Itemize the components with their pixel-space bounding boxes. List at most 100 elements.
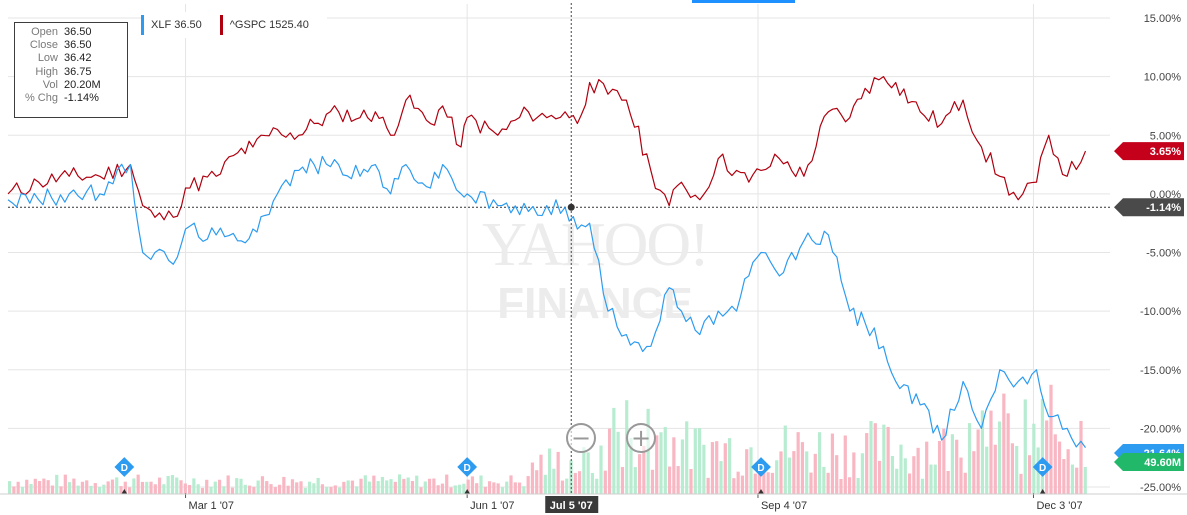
ohlc-row: Low 36.42 [15,52,127,65]
volume-bar [959,457,963,494]
volume-bar [427,478,432,494]
volume-bar [822,466,826,494]
volume-bar [925,441,929,494]
volume-bar [599,445,603,494]
volume-bar [475,483,479,494]
volume-bar [757,474,762,494]
ohlc-label: High [35,65,58,78]
volume-bar [85,480,89,494]
legend-item[interactable]: ^GSPC 1525.40 [219,15,309,35]
dividend-marker [1032,457,1053,477]
volume-bar [813,453,817,494]
volume-bar [1057,441,1062,494]
volume-bar [299,481,303,494]
volume-bar [303,487,307,494]
volume-bar [119,486,123,494]
volume-bar [295,482,299,494]
volume-bar [929,464,933,494]
volume-bar [457,484,462,494]
volume-bar [406,477,410,494]
volume-bar [59,486,63,494]
volume-bar [235,478,239,494]
volume-bar [367,481,372,494]
volume-bar [76,485,80,494]
volume-bar [1075,467,1079,494]
ohlc-value: -1.14% [64,92,99,105]
y-tick-label: 10.00% [1144,72,1182,84]
badge-xlf-pct-shape [1114,198,1184,217]
y-axis: 15.00% 10.00% 5.00% 0.00% -5.00% -10.00% -15.0… [1140,13,1181,494]
volume-bar [895,468,899,494]
volume-bar [149,481,153,494]
volume-bar [865,433,869,494]
volume-bar [415,475,419,494]
volume-bar [980,410,985,494]
y-tick-label: 0.00% [1150,189,1181,201]
volume-bar [595,478,599,494]
volume-bar [886,426,890,494]
dividend-label: D [757,463,764,474]
ohlc-label: % Chg [24,92,58,105]
volume-bar [770,472,775,494]
zoom-out-button[interactable]: − [566,423,596,453]
volume-bar [342,481,346,494]
volume-bar [976,429,980,494]
crosshair-date-box [545,496,599,513]
volume-bar [67,482,72,494]
volume-bar [573,472,577,494]
volume-bar [753,473,757,494]
volume-bar [985,446,989,494]
volume-bar [916,447,920,494]
zoom-controls: − + [566,423,656,453]
ohlc-label: Vol [42,78,58,91]
zoom-in-button[interactable]: + [626,423,656,453]
volume-bar [745,449,749,494]
volume-bar [826,472,830,494]
ohlc-row: High 36.75 [15,66,127,79]
volume-bar [145,481,149,494]
volume-bar [243,484,247,494]
volume-bar [672,437,676,494]
volume-bar [727,438,732,494]
dividend-marker [114,457,135,477]
volume-bar [102,484,106,494]
volume-bar [852,452,856,494]
volume-bar [252,486,256,494]
volume-bar [372,475,376,494]
volume-bar [950,434,955,494]
volume-bar [132,478,136,494]
legend-item[interactable]: XLF 36.50 [141,15,202,35]
volume-bar [569,460,573,494]
y-tick-label: 15.00% [1144,13,1182,25]
volume-bar [127,487,132,494]
ohlc-row: % Chg -1.14% [15,92,127,105]
volume-bar [543,474,547,494]
volume-bar [775,460,779,494]
volume-bar [393,481,397,494]
volume-bar [513,482,517,494]
volume-bar [265,481,269,494]
volume-bar [187,484,192,494]
ohlc-label: Open [31,26,58,38]
legend-label: ^GSPC 1525.40 [229,19,309,31]
ohlc-row: Open 36.50 [15,26,127,39]
dividend-tick [1039,489,1046,494]
series-line-xlf [7,155,1086,448]
volume-bar [123,481,127,494]
volume-bar [115,477,119,494]
volume-bar [500,487,505,494]
volume-bar [637,454,642,494]
volume-bar [492,482,496,494]
volume-bar [1053,434,1057,494]
volume-bar [625,400,629,494]
volume-bar [835,455,839,494]
volume-bar [1010,443,1015,494]
dividend-tick [758,489,765,494]
volume-bar [942,428,946,494]
volume-bar [535,470,539,494]
timeframe-tab-indicator [692,0,795,3]
volume-bar [140,481,145,494]
volume-bar [655,435,659,494]
volume-bar [749,447,753,494]
